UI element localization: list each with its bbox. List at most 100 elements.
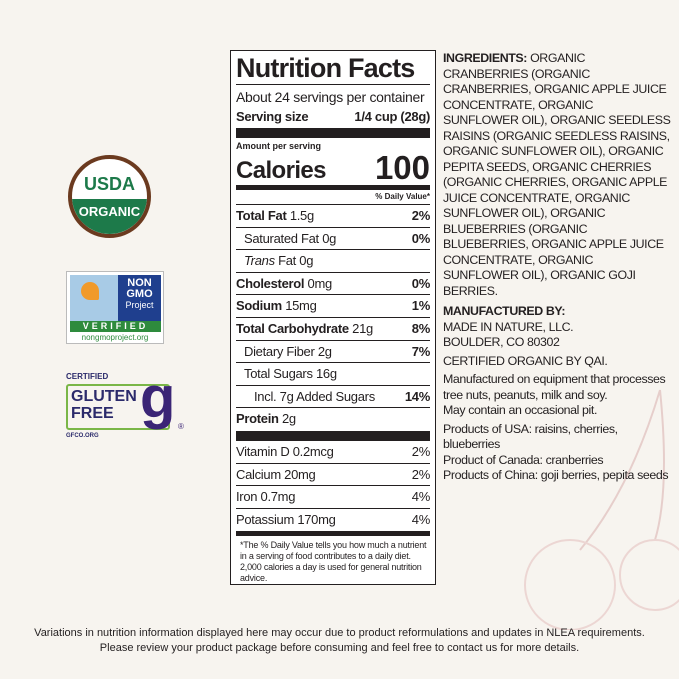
nutrient-amount: 0g <box>299 253 314 269</box>
vitamin-row: Vitamin D 0.2mcg 2% <box>236 441 430 464</box>
nutrient-amount: 16g <box>315 366 337 382</box>
address: BOULDER, CO 80302 <box>443 335 560 349</box>
nutrient-label: Total Carbohydrate 21g <box>236 318 373 340</box>
nutrient-amount: 0mg <box>307 275 333 291</box>
nutrient-name: Total Sugars <box>244 366 313 382</box>
nutrient-amount: 0.2mcg <box>292 443 334 459</box>
nutrient-amount: 15mg <box>285 298 317 314</box>
thick-divider <box>236 430 430 441</box>
vitamin-row: Calcium 20mg 2% <box>236 464 430 487</box>
nutrient-name: Vitamin D <box>236 443 290 459</box>
disclaimer-line-2: Please review your product package befor… <box>99 641 580 654</box>
nutrition-facts-label: Nutrition Facts About 24 servings per co… <box>230 50 436 585</box>
daily-value-percent: 4% <box>411 511 431 527</box>
nutrient-label: Iron 0.7mg <box>236 486 295 508</box>
nutrient-amount: 0g <box>322 230 337 246</box>
nutrient-name: Saturated Fat <box>244 230 319 246</box>
nutrient-row: Protein 2g <box>236 408 430 431</box>
manufacturer: MADE IN NATURE, LLC. <box>443 319 574 334</box>
non-text: NON <box>127 277 152 289</box>
usda-text: USDA <box>83 174 135 194</box>
registered-mark: ® <box>178 422 184 431</box>
nutrient-name: Cholesterol <box>236 275 305 291</box>
nongmo-url: nongmoproject.org <box>81 333 149 342</box>
gluten-text: GLUTEN <box>71 388 137 405</box>
nutrient-name: Trans Fat <box>244 253 296 269</box>
gf-frame <box>66 384 170 430</box>
daily-value-percent: 2% <box>411 443 431 459</box>
nutrient-label: Cholesterol 0mg <box>236 273 332 295</box>
calories-label: Calories <box>236 157 327 184</box>
nutrient-amount: 21g <box>352 320 373 336</box>
serving-size-row: Serving size 1/4 cup (28g) <box>236 107 430 127</box>
nutrient-name: Total Fat <box>236 208 287 223</box>
nutrient-label: Trans Fat 0g <box>244 250 313 272</box>
nutrient-label: Sodium 15mg <box>236 295 317 317</box>
project-text: Project <box>125 300 154 310</box>
nutrient-row: Incl. 7g Added Sugars 14% <box>236 386 430 409</box>
certifier: CERTIFIED ORGANIC BY QAI. <box>443 353 608 368</box>
gluten-free-logo: CERTIFIED GLUTEN FREE g ® GFCO.ORG <box>66 365 191 442</box>
serving-size-label: Serving size <box>236 109 309 124</box>
organic-text: ORGANIC <box>72 199 147 234</box>
label-title: Nutrition Facts <box>236 53 430 85</box>
butterfly-icon <box>81 282 99 300</box>
nutrient-label: Protein 2g <box>236 408 296 431</box>
gfco-url: GFCO.ORG <box>66 433 99 439</box>
daily-value-header: % Daily Value* <box>236 190 430 205</box>
origin-china: Products of China: goji berries, pepita … <box>443 468 669 482</box>
nutrient-row: Sodium 15mg 1% <box>236 295 430 318</box>
nutrient-label: Calcium 20mg <box>236 464 316 486</box>
daily-value-percent: 14% <box>404 388 430 404</box>
nutrient-label: Total Fat 1.5g <box>236 205 314 227</box>
daily-value-percent: 2% <box>411 466 431 482</box>
nutrient-amount: 2g <box>282 411 296 427</box>
daily-value-percent: 1% <box>411 298 431 314</box>
amount-per-serving: Amount per serving <box>236 141 322 151</box>
daily-value-percent: 2% <box>411 208 431 223</box>
nutrient-row: Total Carbohydrate 21g 8% <box>236 318 430 341</box>
usda-organic-logo: USDA ORGANIC <box>68 155 151 238</box>
nutrient-name: Calcium <box>236 466 281 482</box>
pit-warning: May contain an occasional pit. <box>443 403 597 417</box>
nutrient-label: Saturated Fat 0g <box>244 228 336 250</box>
manufactured-label: MANUFACTURED BY: <box>443 304 566 318</box>
nutrient-amount: 20mg <box>284 466 316 482</box>
origin-canada: Product of Canada: cranberries <box>443 452 604 467</box>
nutrient-label: Total Sugars 16g <box>244 363 337 385</box>
nutrient-row: Trans Fat 0g <box>236 250 430 273</box>
daily-value-percent: 7% <box>411 343 431 359</box>
vitamin-row: Iron 0.7mg 4% <box>236 486 430 509</box>
medium-divider <box>236 531 430 537</box>
calories-value: 100 <box>374 149 430 186</box>
daily-value-percent: 0% <box>411 275 431 291</box>
ingredients-text: ORGANIC CRANBERRIES (ORGANIC CRANBERRIES… <box>443 51 671 298</box>
nutrient-row: Total Sugars 16g <box>236 363 430 386</box>
nutrient-name: Dietary Fiber <box>244 343 315 359</box>
daily-value-percent: 4% <box>411 489 431 505</box>
nutrient-amount: 0.7mg <box>260 489 296 505</box>
nutrient-name: Iron <box>236 489 258 505</box>
nutrient-name: Incl. 7g Added Sugars <box>254 388 375 404</box>
vitamin-row: Potassium 170mg 4% <box>236 509 430 532</box>
cherry-illustration <box>524 389 679 630</box>
gluten-free-text: GLUTEN FREE <box>71 388 137 422</box>
nutrient-amount: 1.5g <box>289 208 314 223</box>
allergen-statement: Manufactured on equipment that processes… <box>443 372 666 402</box>
nutrient-name: Total Carbohydrate <box>236 320 349 336</box>
nutrient-label: Potassium 170mg <box>236 509 336 532</box>
footnote: *The % Daily Value tells you how much a … <box>240 540 427 584</box>
origin-usa: Products of USA: raisins, cherries, blue… <box>443 421 618 452</box>
certified-text: CERTIFIED <box>66 372 109 381</box>
non-gmo-box: NON GMO Project <box>118 275 161 321</box>
ingredients-panel: INGREDIENTS: ORGANIC CRANBERRIES (ORGANI… <box>443 51 671 484</box>
nutrient-name: Protein <box>236 411 279 427</box>
nutrient-row: Dietary Fiber 2g 7% <box>236 341 430 364</box>
nutrient-label: Dietary Fiber 2g <box>244 341 332 363</box>
verified-text: VERIFIED <box>70 321 161 332</box>
daily-value-percent: 8% <box>411 320 431 336</box>
g-mark-icon: g <box>140 365 176 430</box>
nutrient-row: Cholesterol 0mg 0% <box>236 273 430 296</box>
serving-size-value: 1/4 cup (28g) <box>354 109 430 124</box>
disclaimer: Variations in nutrition information disp… <box>0 626 679 655</box>
